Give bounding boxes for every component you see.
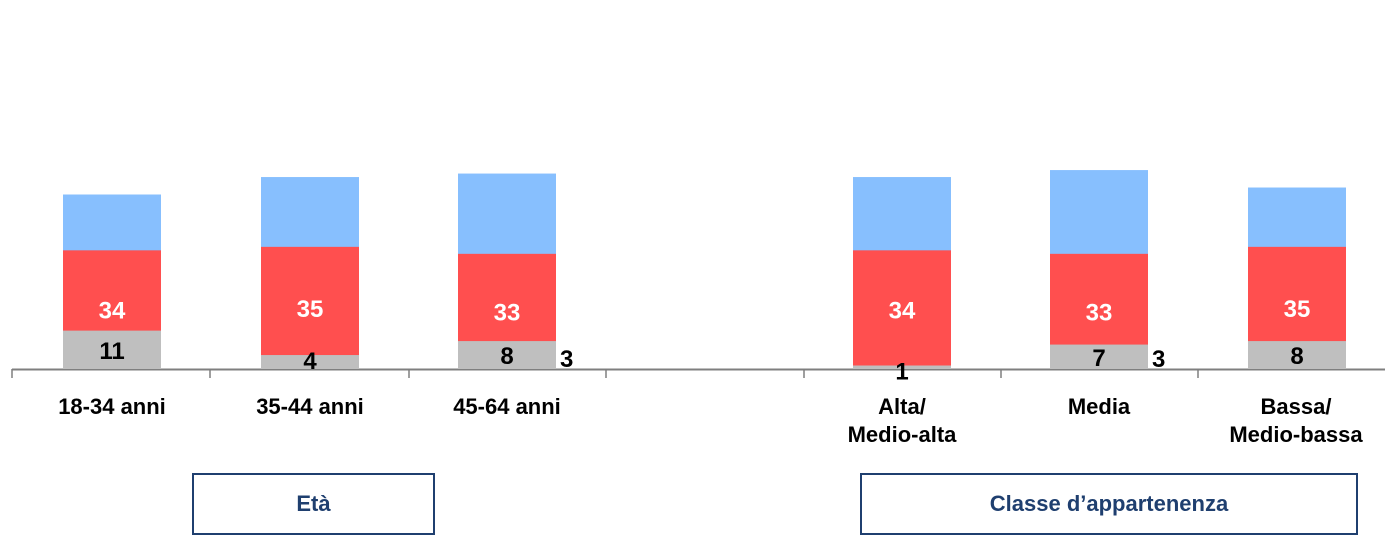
data-label: 33 (494, 299, 521, 326)
data-label: 34 (99, 298, 126, 325)
group-box-classe: Classe d’appartenenza (860, 473, 1358, 535)
data-label: 3 (560, 346, 573, 373)
group-label-classe: Classe d’appartenenza (989, 491, 1229, 516)
data-label: 7 (1092, 345, 1105, 372)
data-label: 35 (1284, 296, 1311, 323)
data-label: 3 (1152, 346, 1165, 373)
category-label-alta: Alta/ Medio-alta (847, 394, 957, 447)
category-label-45-64: 45-64 anni (453, 394, 561, 419)
data-label: 8 (500, 343, 513, 370)
data-label: 4 (303, 348, 317, 375)
category-label-18-34: 18-34 anni (58, 394, 166, 419)
category-label-media: Media (1067, 394, 1131, 419)
bar-segment (261, 246, 359, 369)
category-label-35-44: 35-44 anni (256, 394, 364, 419)
bar-segment (458, 341, 556, 369)
data-label: 1 (895, 359, 908, 386)
data-label: 35 (297, 296, 324, 323)
data-label: 8 (1290, 343, 1303, 370)
bar-segment (853, 250, 951, 369)
group-label-eta: Età (296, 491, 331, 516)
bar-segment (853, 365, 951, 369)
bar-segment (1248, 341, 1346, 369)
bar-segment (1050, 344, 1148, 369)
bar-segment (261, 355, 359, 369)
category-label-bassa: Bassa/ Medio-bassa (1229, 394, 1363, 447)
data-label: 33 (1086, 299, 1113, 326)
group-box-eta: Età (192, 473, 435, 535)
bar-segment (63, 330, 161, 369)
data-label: 34 (889, 298, 916, 325)
data-label: 11 (99, 338, 124, 365)
